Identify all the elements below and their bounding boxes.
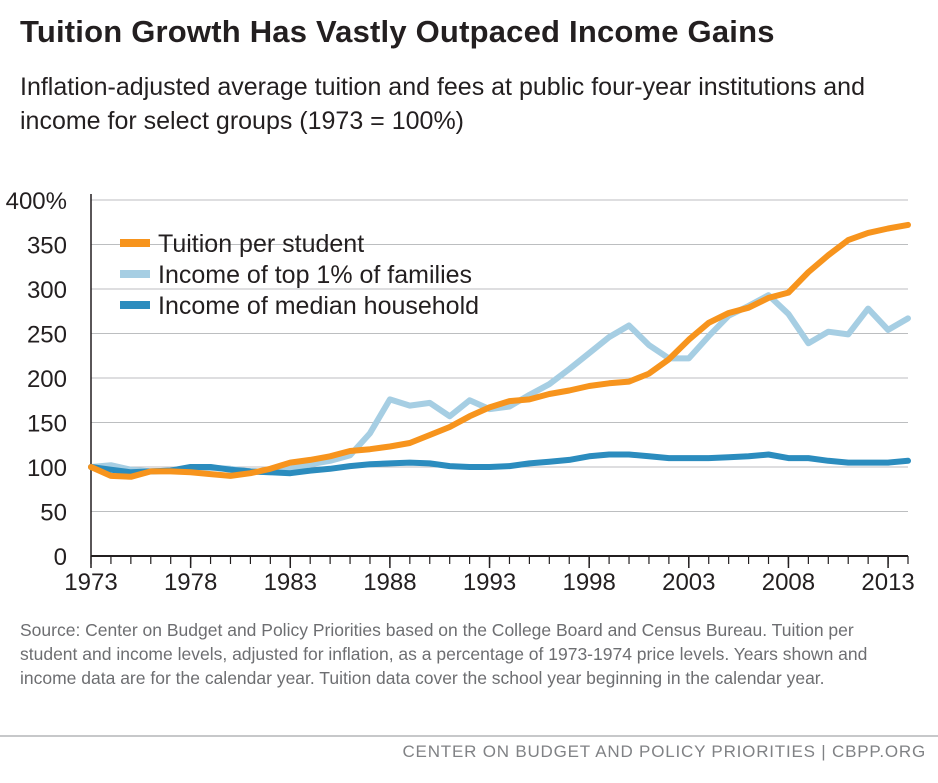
series-line-income-of-median-household: [88, 451, 911, 477]
legend: Tuition per student Income of top 1% of f…: [120, 230, 479, 320]
x-tick-label: 1993: [463, 569, 516, 596]
chart-title: Tuition Growth Has Vastly Outpaced Incom…: [20, 14, 775, 49]
x-tick-label: 1983: [264, 569, 317, 596]
y-tick-label: 200: [27, 366, 67, 393]
footer-divider: [0, 735, 938, 737]
x-tick-label: 2013: [861, 569, 914, 596]
y-tick-label: 50: [40, 500, 67, 527]
source-note: Source: Center on Budget and Policy Prio…: [20, 620, 868, 688]
legend-swatch: [120, 270, 150, 278]
legend-label: Income of median household: [158, 292, 479, 320]
x-tick-label: 1978: [164, 569, 217, 596]
series-lines: [88, 221, 911, 480]
y-tick-label: 100: [27, 455, 67, 482]
x-tick-label: 1973: [64, 569, 117, 596]
axes: 0 50 100 150 200 250 300 350 400% 1973 1978 1983 198…: [6, 188, 915, 596]
y-tick-label: 250: [27, 322, 67, 349]
footer-credit: CENTER ON BUDGET AND POLICY PRIORITIES |…: [402, 742, 926, 761]
y-tick-label: 300: [27, 277, 67, 304]
legend-swatch: [120, 239, 150, 247]
legend-label: Income of top 1% of families: [158, 261, 472, 289]
x-tick-label: 1988: [363, 569, 416, 596]
y-tick-label: 150: [27, 411, 67, 438]
x-tick-label: 1998: [562, 569, 615, 596]
y-tick-label: 400%: [6, 188, 67, 215]
chart-subtitle: Inflation-adjusted average tuition and f…: [20, 73, 865, 135]
x-tick-label: 2008: [762, 569, 815, 596]
y-tick-label: 350: [27, 233, 67, 260]
series-line-income-of-top-1-of-families: [88, 292, 911, 476]
line-chart: 0 50 100 150 200 250 300 350 400% 1973 1978 1983 198…: [6, 188, 915, 596]
y-tick-label: 0: [54, 544, 67, 571]
legend-label: Tuition per student: [158, 230, 364, 258]
legend-swatch: [120, 301, 150, 309]
series-line-tuition-per-student: [88, 221, 911, 480]
x-tick-label: 2003: [662, 569, 715, 596]
